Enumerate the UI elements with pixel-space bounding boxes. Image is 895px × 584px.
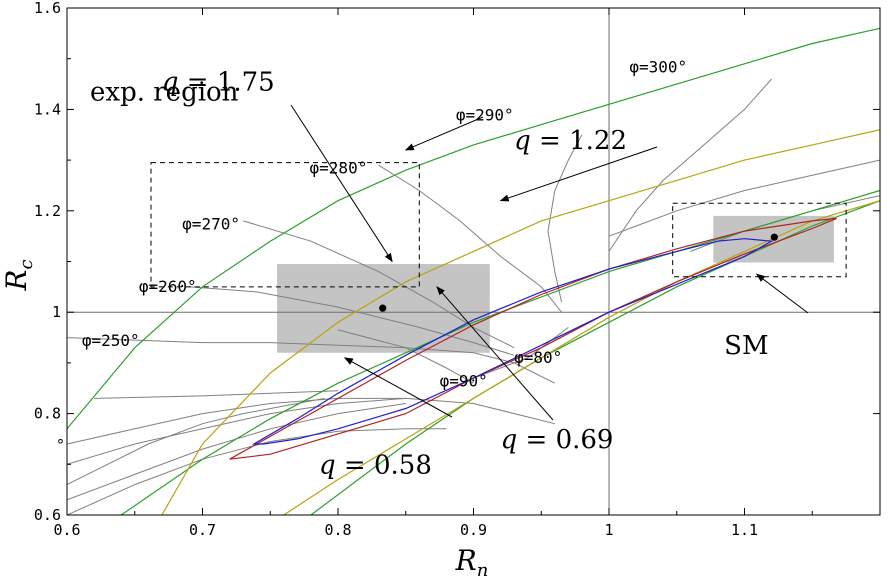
data-point-0: [379, 304, 387, 312]
annotation-variable: q: [162, 68, 179, 98]
q-curve-3: [161, 129, 880, 515]
phi-label: φ=290°: [456, 105, 514, 124]
annotation-label: q = 1.75: [162, 68, 275, 98]
phi-curve-1: [67, 397, 325, 486]
annotation-arrow-1: [499, 146, 658, 202]
phi-label: φ=250°: [82, 331, 140, 350]
y-tick-label: 0.8: [34, 405, 61, 423]
q-curve-0: [67, 27, 880, 430]
annotation-arrow-0: [404, 116, 484, 151]
annotation-arrow-5: [755, 273, 809, 314]
annotation-value: = 0.69: [517, 425, 613, 455]
q-curve-5: [229, 217, 837, 460]
x-tick-label: 0.6: [53, 521, 80, 539]
phi-curve-11: [608, 78, 772, 252]
y-tick-label: 1.2: [34, 202, 61, 220]
phi-curve-2: [67, 397, 406, 465]
annotation-arrow-3: [343, 357, 453, 418]
phi-label: φ=280°: [310, 159, 368, 178]
q-curve-2: [310, 200, 880, 515]
q-curve-6: [251, 238, 774, 445]
annotation-value: = 0.58: [336, 450, 432, 480]
phi-curve-0: [67, 397, 555, 445]
annotation-label: q = 0.58: [319, 450, 432, 480]
y-tick-label: 1.6: [34, 0, 61, 17]
q-curve-4: [283, 200, 880, 515]
x-axis-title-sub: n: [477, 560, 489, 581]
x-axis-title: Rn: [455, 544, 489, 581]
phi-label: φ=80°: [514, 348, 562, 367]
x-tick-label: 1: [604, 521, 613, 539]
y-tick-label: 0.6: [34, 506, 61, 524]
annotation-value: = 1.22: [531, 126, 627, 156]
annotation-variable: q: [501, 425, 518, 455]
y-tick-label: 1: [52, 303, 61, 321]
annotation-arrow-4: [436, 286, 554, 421]
annotation-text: exp. region: [90, 78, 239, 108]
annotation-value: = 1.75: [179, 68, 275, 98]
y-axis-title: Rc: [0, 259, 37, 291]
phi-label: φ=90°: [440, 372, 488, 391]
y-axis-title-sub: c: [16, 259, 37, 269]
annotation-label: q = 0.69: [501, 425, 614, 455]
phi-curve-10: [547, 134, 583, 303]
x-tick-label: 0.9: [460, 521, 487, 539]
left-edge-marker: °: [56, 436, 65, 454]
annotation-layer: 0.6 0.7 0.8 0.9 1 1.1 0.6 0.8 1 1.2 1.4 1.6 ° φ=250° φ…: [34, 0, 809, 539]
annotation-variable: q: [319, 450, 336, 480]
x-tick-label: 1.1: [731, 521, 758, 539]
phi-label: φ=300°: [629, 57, 687, 76]
plot-area: [67, 8, 880, 515]
y-tick-label: 1.4: [34, 100, 61, 118]
annotation-label: q = 1.22: [514, 126, 627, 156]
phi-label: φ=270°: [182, 214, 240, 233]
phi-label: φ=260°: [139, 277, 197, 296]
phi-curve-7: [188, 286, 515, 356]
x-tick-label: 0.8: [324, 521, 351, 539]
tick-marks: [66, 7, 880, 516]
annotation-label: exp. region: [90, 78, 239, 108]
annotation-text: SM: [724, 331, 768, 361]
phi-curve-12: [337, 329, 474, 384]
dashed-box-0: [150, 162, 420, 288]
annotation-variable: q: [514, 126, 531, 156]
x-tick-label: 0.7: [189, 521, 216, 539]
phi-curve-3: [67, 428, 447, 515]
annotation-arrow-2: [290, 104, 393, 263]
data-point-1: [770, 233, 778, 241]
phi-curve-14: [608, 159, 880, 237]
annotation-label: SM: [724, 331, 768, 361]
phi-curve-5: [94, 390, 339, 399]
